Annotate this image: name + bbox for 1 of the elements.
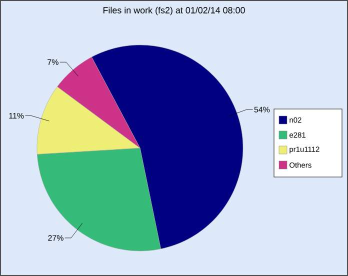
chart-title: Files in work (fs2) at 01/02/14 08:00 [103, 6, 245, 16]
